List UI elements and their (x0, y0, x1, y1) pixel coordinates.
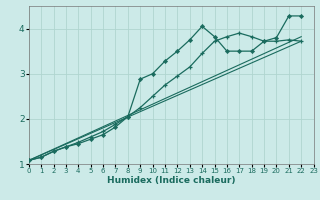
X-axis label: Humidex (Indice chaleur): Humidex (Indice chaleur) (107, 176, 236, 185)
